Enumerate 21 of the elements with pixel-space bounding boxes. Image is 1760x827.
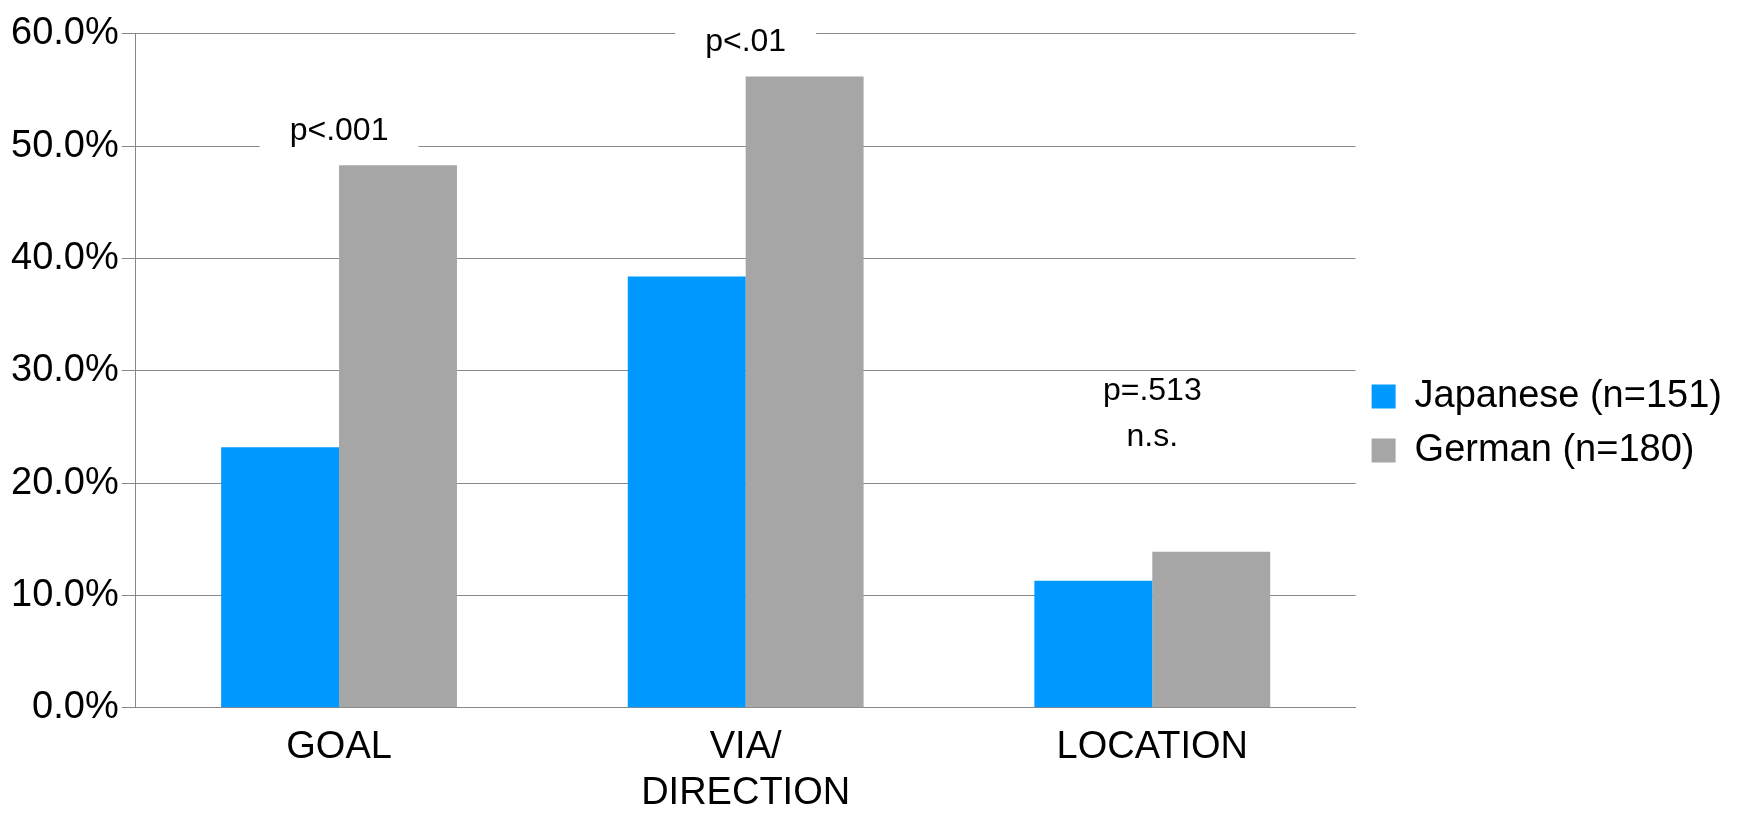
y-tick-label: 0.0% (32, 684, 119, 727)
bar (1034, 580, 1153, 708)
y-tick-label: 10.0% (11, 571, 119, 614)
bar (339, 165, 457, 708)
x-tick-label: GOAL (286, 724, 392, 767)
legend-label: German (n=180) (1414, 426, 1695, 469)
y-tick-label: 50.0% (11, 122, 119, 165)
annotation: p<.01 (705, 22, 787, 59)
y-tick-label: 30.0% (11, 347, 119, 390)
annotation: p<.001 (289, 111, 389, 148)
y-tick-label: 60.0% (11, 10, 119, 53)
y-tick-label: 40.0% (11, 234, 119, 277)
y-tick-label: 20.0% (11, 459, 119, 502)
x-tick-label: LOCATION (1056, 724, 1249, 767)
bar (221, 447, 340, 708)
annotation: p=.513 n.s. (1102, 371, 1202, 454)
legend-label: Japanese (n=151) (1414, 372, 1723, 415)
bar (1152, 551, 1271, 708)
bar (627, 276, 746, 708)
x-tick-label: VIA/ DIRECTION (641, 724, 851, 812)
bar (745, 76, 864, 708)
